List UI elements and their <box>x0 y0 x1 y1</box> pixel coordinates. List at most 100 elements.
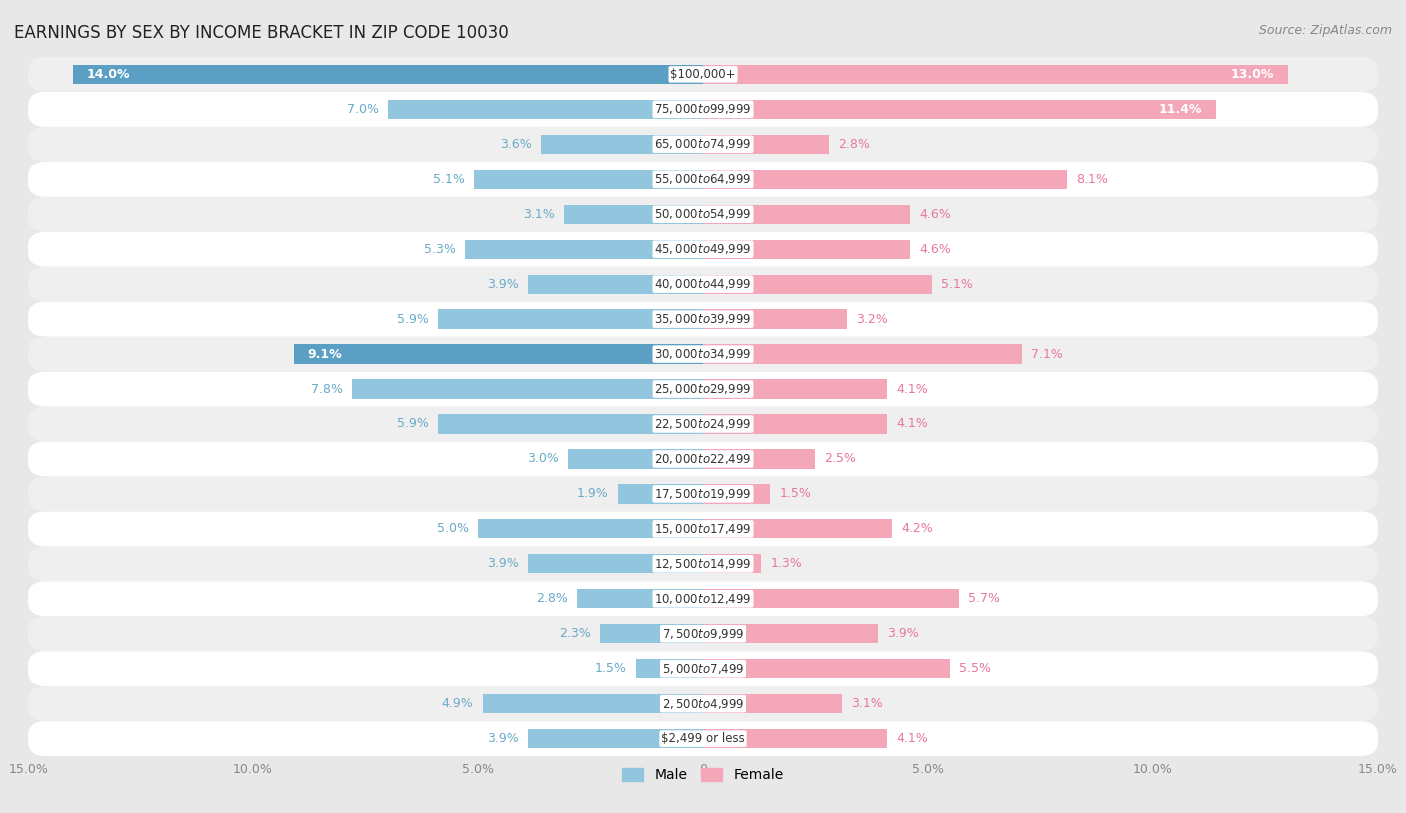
Text: $45,000 to $49,999: $45,000 to $49,999 <box>654 242 752 256</box>
Text: 5.0%: 5.0% <box>437 523 470 535</box>
Text: EARNINGS BY SEX BY INCOME BRACKET IN ZIP CODE 10030: EARNINGS BY SEX BY INCOME BRACKET IN ZIP… <box>14 24 509 42</box>
Text: 4.1%: 4.1% <box>897 383 928 395</box>
Bar <box>294 345 703 363</box>
Bar <box>73 65 703 84</box>
Text: 3.6%: 3.6% <box>501 138 531 150</box>
Bar <box>703 415 887 433</box>
Text: 3.0%: 3.0% <box>527 453 560 465</box>
Text: 3.9%: 3.9% <box>486 558 519 570</box>
Text: 2.8%: 2.8% <box>536 593 568 605</box>
Bar <box>703 520 891 538</box>
Text: $15,000 to $17,499: $15,000 to $17,499 <box>654 522 752 536</box>
Text: 4.1%: 4.1% <box>897 733 928 745</box>
Bar <box>703 100 1216 119</box>
Text: 8.1%: 8.1% <box>1077 173 1108 185</box>
Text: 5.1%: 5.1% <box>942 278 973 290</box>
Bar <box>703 694 842 713</box>
Bar <box>541 135 703 154</box>
Bar <box>437 415 703 433</box>
Text: 9.1%: 9.1% <box>307 348 342 360</box>
Text: $50,000 to $54,999: $50,000 to $54,999 <box>654 207 752 221</box>
Bar <box>703 240 910 259</box>
FancyBboxPatch shape <box>28 92 1378 127</box>
Text: 3.9%: 3.9% <box>486 278 519 290</box>
Bar <box>474 170 703 189</box>
Text: 1.9%: 1.9% <box>576 488 609 500</box>
Bar <box>703 275 932 293</box>
Bar <box>437 310 703 328</box>
Text: $20,000 to $22,499: $20,000 to $22,499 <box>654 452 752 466</box>
Bar <box>568 450 703 468</box>
Legend: Male, Female: Male, Female <box>617 763 789 788</box>
Text: 1.5%: 1.5% <box>595 663 627 675</box>
Text: $2,500 to $4,999: $2,500 to $4,999 <box>662 697 744 711</box>
Text: 7.1%: 7.1% <box>1032 348 1063 360</box>
FancyBboxPatch shape <box>28 57 1378 92</box>
Bar <box>703 65 1288 84</box>
FancyBboxPatch shape <box>28 546 1378 581</box>
Text: $2,499 or less: $2,499 or less <box>661 733 745 745</box>
Text: 3.2%: 3.2% <box>856 313 887 325</box>
Bar <box>703 345 1022 363</box>
Bar <box>636 659 703 678</box>
Bar <box>703 450 815 468</box>
Bar <box>576 589 703 608</box>
Text: $100,000+: $100,000+ <box>671 68 735 80</box>
Text: 5.1%: 5.1% <box>433 173 464 185</box>
FancyBboxPatch shape <box>28 337 1378 372</box>
Text: 14.0%: 14.0% <box>87 68 131 80</box>
Text: 7.0%: 7.0% <box>347 103 380 115</box>
Bar <box>703 554 762 573</box>
Text: 4.9%: 4.9% <box>441 698 474 710</box>
Bar <box>464 240 703 259</box>
FancyBboxPatch shape <box>28 721 1378 756</box>
FancyBboxPatch shape <box>28 232 1378 267</box>
FancyBboxPatch shape <box>28 686 1378 721</box>
Bar <box>564 205 703 224</box>
FancyBboxPatch shape <box>28 511 1378 546</box>
FancyBboxPatch shape <box>28 302 1378 337</box>
Bar <box>527 729 703 748</box>
Text: $5,000 to $7,499: $5,000 to $7,499 <box>662 662 744 676</box>
Text: $65,000 to $74,999: $65,000 to $74,999 <box>654 137 752 151</box>
Text: $35,000 to $39,999: $35,000 to $39,999 <box>654 312 752 326</box>
Text: 3.1%: 3.1% <box>852 698 883 710</box>
Text: 4.1%: 4.1% <box>897 418 928 430</box>
Bar <box>703 310 846 328</box>
Bar <box>703 205 910 224</box>
Text: 2.5%: 2.5% <box>824 453 856 465</box>
Text: $40,000 to $44,999: $40,000 to $44,999 <box>654 277 752 291</box>
Bar <box>703 170 1067 189</box>
Text: 11.4%: 11.4% <box>1159 103 1202 115</box>
Bar <box>482 694 703 713</box>
FancyBboxPatch shape <box>28 372 1378 406</box>
Text: $22,500 to $24,999: $22,500 to $24,999 <box>654 417 752 431</box>
Bar <box>703 659 950 678</box>
Text: $17,500 to $19,999: $17,500 to $19,999 <box>654 487 752 501</box>
Text: 7.8%: 7.8% <box>311 383 343 395</box>
Bar <box>527 275 703 293</box>
Text: 5.7%: 5.7% <box>969 593 1001 605</box>
Text: 4.6%: 4.6% <box>920 208 950 220</box>
FancyBboxPatch shape <box>28 127 1378 162</box>
FancyBboxPatch shape <box>28 162 1378 197</box>
Text: 5.3%: 5.3% <box>423 243 456 255</box>
Bar <box>703 380 887 398</box>
Text: 5.9%: 5.9% <box>396 418 429 430</box>
Text: 5.9%: 5.9% <box>396 313 429 325</box>
Text: Source: ZipAtlas.com: Source: ZipAtlas.com <box>1258 24 1392 37</box>
Text: 4.6%: 4.6% <box>920 243 950 255</box>
Bar <box>527 554 703 573</box>
Text: 2.8%: 2.8% <box>838 138 870 150</box>
Bar <box>388 100 703 119</box>
Bar <box>703 135 830 154</box>
Text: 5.5%: 5.5% <box>959 663 991 675</box>
Bar <box>352 380 703 398</box>
Bar <box>703 485 770 503</box>
Text: $7,500 to $9,999: $7,500 to $9,999 <box>662 627 744 641</box>
FancyBboxPatch shape <box>28 651 1378 686</box>
Bar <box>703 589 959 608</box>
Bar <box>617 485 703 503</box>
Text: 1.3%: 1.3% <box>770 558 803 570</box>
Bar <box>703 624 879 643</box>
